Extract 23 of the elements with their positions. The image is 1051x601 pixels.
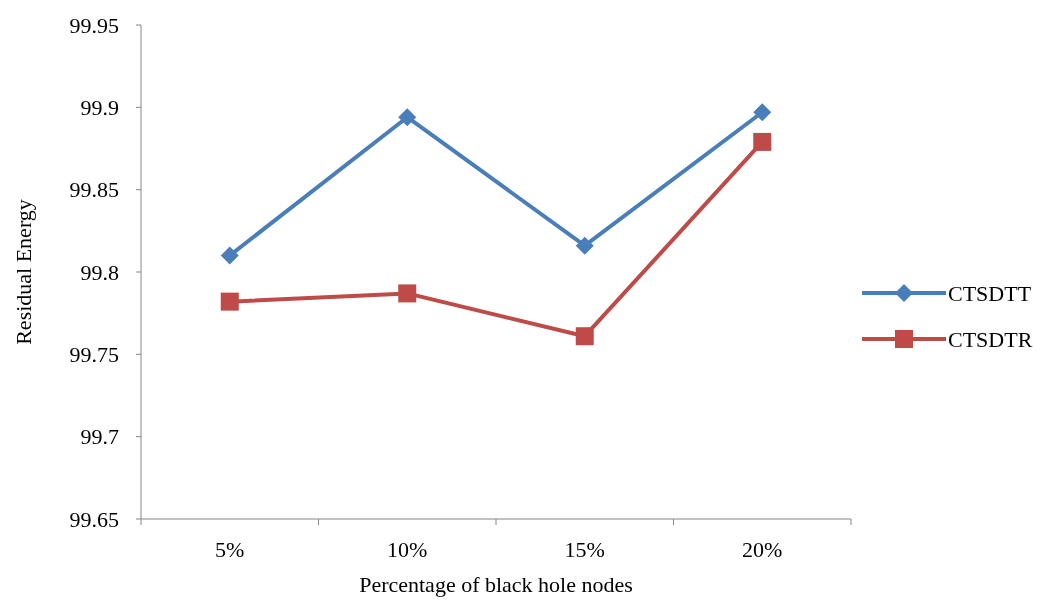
y-tick-label: 99.8	[80, 259, 119, 285]
x-tick-label: 15%	[564, 537, 605, 562]
y-tick-label: 99.9	[80, 95, 119, 121]
point	[753, 132, 772, 151]
point	[575, 327, 594, 346]
y-tick-label: 99.7	[80, 424, 119, 450]
point	[753, 103, 772, 122]
legend-label: CTSDTR	[948, 326, 1033, 352]
y-tick-label: 99.75	[69, 342, 119, 368]
y-axis-title: Residual Energy	[11, 199, 36, 345]
x-tick-label: 5%	[215, 537, 245, 562]
y-tick-label: 99.85	[69, 177, 119, 203]
point	[398, 284, 417, 303]
x-tick-label: 10%	[387, 537, 428, 562]
point	[575, 236, 594, 255]
y-tick-label: 99.65	[69, 506, 119, 532]
point	[220, 292, 239, 311]
point	[398, 108, 417, 127]
point	[220, 246, 239, 265]
y-tick-label: 99.95	[69, 12, 119, 38]
x-tick-label: 20%	[742, 537, 783, 562]
legend-label: CTSDTT	[948, 280, 1032, 306]
x-axis-title: Percentage of black hole nodes	[359, 572, 633, 597]
